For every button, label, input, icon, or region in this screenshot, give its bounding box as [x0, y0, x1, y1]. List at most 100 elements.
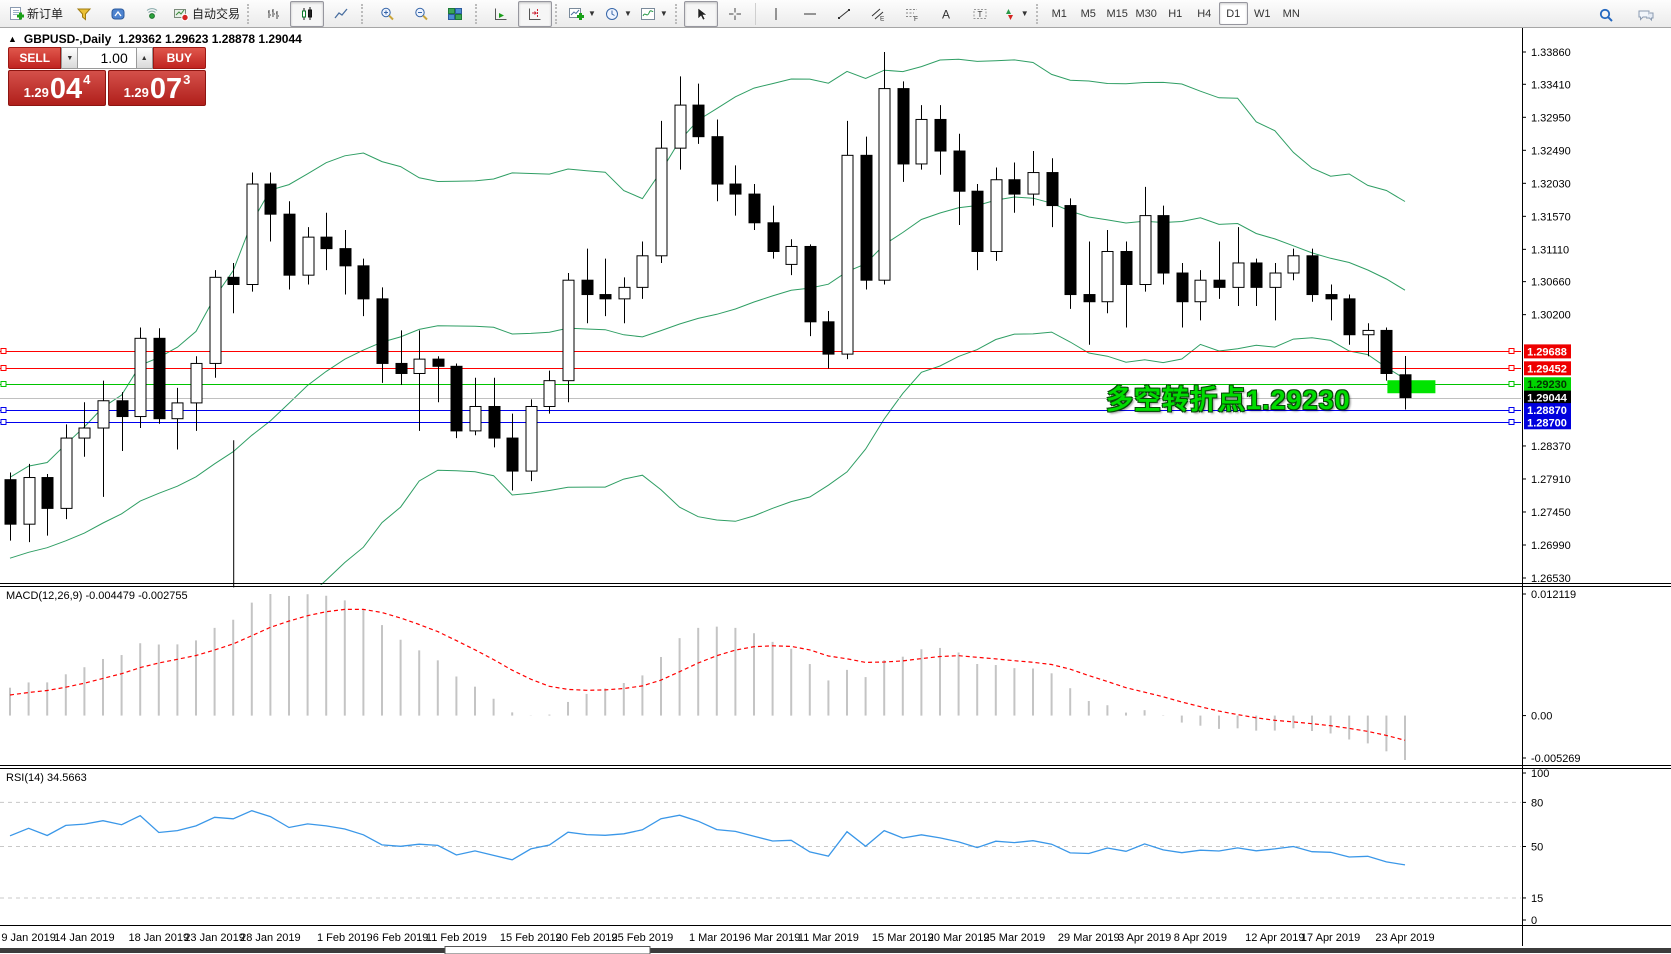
text-label-button[interactable]: T [963, 1, 997, 27]
timeframe-M30[interactable]: M30 [1135, 7, 1157, 20]
svg-text:6 Mar 2019: 6 Mar 2019 [745, 932, 801, 944]
svg-text:25 Mar 2019: 25 Mar 2019 [984, 932, 1046, 944]
pivot-annotation-text: 多空转折点1.29230 [1106, 385, 1351, 415]
svg-text:3 Apr 2019: 3 Apr 2019 [1118, 932, 1171, 944]
svg-text:1.31570: 1.31570 [1531, 211, 1571, 223]
crosshair-button[interactable] [718, 1, 752, 27]
volume-input[interactable]: 1.00 [78, 47, 136, 69]
toolbar-handle [247, 3, 253, 24]
toolbar-separator [754, 2, 756, 25]
auto-trading-button[interactable]: 自动交易 [169, 1, 244, 27]
timeframe-M1[interactable]: M1 [1051, 7, 1067, 20]
one-click-trading-panel: SELL ▼ 1.00 ▲ BUY 1.29 04 4 1.29 07 3 [8, 47, 206, 106]
svg-text:1.32030: 1.32030 [1531, 178, 1571, 190]
price-tags: 1.29688 1.29452 1.29230 1.290441.288701.287… [1524, 344, 1571, 430]
candlestick-chart-button[interactable] [290, 0, 325, 27]
tile-windows-button[interactable] [438, 1, 472, 27]
bollinger-bands [9, 58, 1406, 585]
volume-increase-button[interactable]: ▲ [135, 47, 153, 69]
text-tool-button[interactable]: A [929, 1, 963, 27]
buy-price-pip: 3 [183, 72, 191, 87]
tile-windows-icon [448, 7, 463, 20]
svg-text:RSI(14) 34.5663: RSI(14) 34.5663 [6, 772, 87, 784]
timeframe-H4[interactable]: H4 [1197, 7, 1212, 20]
candles [4, 52, 1412, 543]
new-chart-icon [569, 7, 585, 20]
line-chart-button[interactable] [324, 1, 358, 27]
bar-chart-button[interactable] [256, 1, 290, 27]
svg-text:11 Mar 2019: 11 Mar 2019 [798, 932, 859, 944]
new-order-icon [10, 6, 24, 20]
svg-text:15 Mar 2019: 15 Mar 2019 [872, 932, 934, 944]
zoom-in-button[interactable] [370, 1, 404, 27]
chart-ohlc-values: 1.29362 1.29623 1.28878 1.29044 [118, 32, 302, 46]
rsi-pane: RSI(14) 34.5663 100 80 50 15 0 [0, 768, 1549, 927]
svg-text:1.26990: 1.26990 [1531, 540, 1571, 552]
channel-icon: E [871, 8, 885, 22]
new-order-label: 新订单 [27, 7, 64, 21]
svg-text:1 Feb 2019: 1 Feb 2019 [317, 932, 373, 944]
vertical-line-button[interactable] [759, 1, 793, 27]
metaquotes-button[interactable] [67, 1, 101, 27]
svg-text:1.33410: 1.33410 [1531, 79, 1571, 91]
equidistant-channel-button[interactable]: E [861, 1, 895, 27]
buy-price-big: 07 [149, 73, 183, 105]
horizontal-lines [0, 348, 1521, 425]
sell-button[interactable]: SELL [8, 47, 62, 69]
auto-trading-label: 自动交易 [192, 7, 241, 21]
toolbar-handle [475, 3, 481, 24]
svg-text:50: 50 [1531, 842, 1543, 854]
signal-icon [146, 7, 158, 19]
chart-shift-button[interactable] [518, 0, 553, 27]
scrollbar-thumb[interactable] [444, 946, 651, 954]
new-chart-button[interactable]: ▼ [564, 1, 600, 27]
chart-symbol-period: GBPUSD-,Daily [23, 32, 112, 46]
indicators-button[interactable]: ▼ [636, 1, 672, 27]
sell-price-big: 04 [49, 73, 83, 105]
auto-scroll-icon [495, 8, 507, 20]
chat-button[interactable] [1629, 2, 1663, 28]
timeframe-H1[interactable]: H1 [1168, 7, 1183, 20]
horizontal-scrollbar[interactable] [0, 948, 1671, 953]
vertical-line-icon [775, 7, 777, 20]
svg-text:17 Apr 2019: 17 Apr 2019 [1301, 932, 1360, 944]
buy-price-display[interactable]: 1.29 07 3 [108, 70, 206, 106]
arrows-button[interactable]: ▼ [997, 1, 1033, 27]
macd-pane: MACD(12,26,9) -0.004479 -0.002755 0.01211… [6, 589, 1581, 765]
svg-text:100: 100 [1531, 768, 1549, 780]
timeframe-W1[interactable]: W1 [1253, 7, 1271, 20]
metaeditor-button[interactable] [101, 1, 135, 27]
timeframe-M15[interactable]: M15 [1106, 7, 1128, 20]
period-button[interactable]: ▼ [600, 1, 636, 27]
signals-button[interactable] [135, 1, 169, 27]
svg-text:15 Feb 2019: 15 Feb 2019 [500, 932, 562, 944]
svg-text:1.29230: 1.29230 [1527, 379, 1567, 391]
timeframe-M5[interactable]: M5 [1080, 7, 1096, 20]
collapse-panel-icon[interactable]: ▲ [8, 34, 17, 44]
svg-text:0.012119: 0.012119 [1531, 589, 1576, 601]
timeframe-D1[interactable]: D1 [1218, 2, 1248, 25]
search-button[interactable] [1589, 2, 1623, 28]
svg-text:29 Mar 2019: 29 Mar 2019 [1058, 932, 1120, 944]
auto-scroll-button[interactable] [484, 1, 518, 27]
chart-shift-icon [529, 8, 541, 20]
chevron-down-icon: ▼ [659, 9, 668, 18]
svg-text:12 Apr 2019: 12 Apr 2019 [1245, 932, 1304, 944]
fibonacci-button[interactable]: F [895, 1, 929, 27]
horizontal-line-button[interactable] [793, 1, 827, 27]
buy-button[interactable]: BUY [152, 47, 206, 69]
zoom-out-button[interactable] [404, 1, 438, 27]
new-order-button[interactable]: 新订单 [4, 1, 67, 27]
sell-price-display[interactable]: 1.29 04 4 [8, 70, 106, 106]
trendline-button[interactable] [827, 1, 861, 27]
timeframe-MN[interactable]: MN [1282, 7, 1300, 20]
cursor-button[interactable] [683, 0, 718, 27]
svg-text:1 Mar 2019: 1 Mar 2019 [689, 932, 745, 944]
toolbar-handle [361, 3, 367, 24]
svg-text:23 Apr 2019: 23 Apr 2019 [1375, 932, 1434, 944]
svg-text:8 Apr 2019: 8 Apr 2019 [1174, 932, 1227, 944]
volume-decrease-button[interactable]: ▼ [61, 47, 79, 69]
chat-icon [1638, 10, 1654, 22]
svg-text:80: 80 [1531, 797, 1543, 809]
